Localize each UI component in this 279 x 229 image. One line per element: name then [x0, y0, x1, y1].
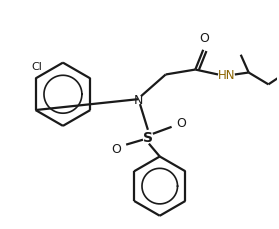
Text: S: S	[143, 130, 153, 144]
Text: O: O	[199, 32, 209, 45]
Text: N: N	[133, 93, 143, 106]
Text: HN: HN	[218, 69, 236, 82]
Text: Cl: Cl	[31, 61, 42, 71]
Text: O: O	[177, 117, 186, 130]
Text: O: O	[111, 142, 121, 155]
